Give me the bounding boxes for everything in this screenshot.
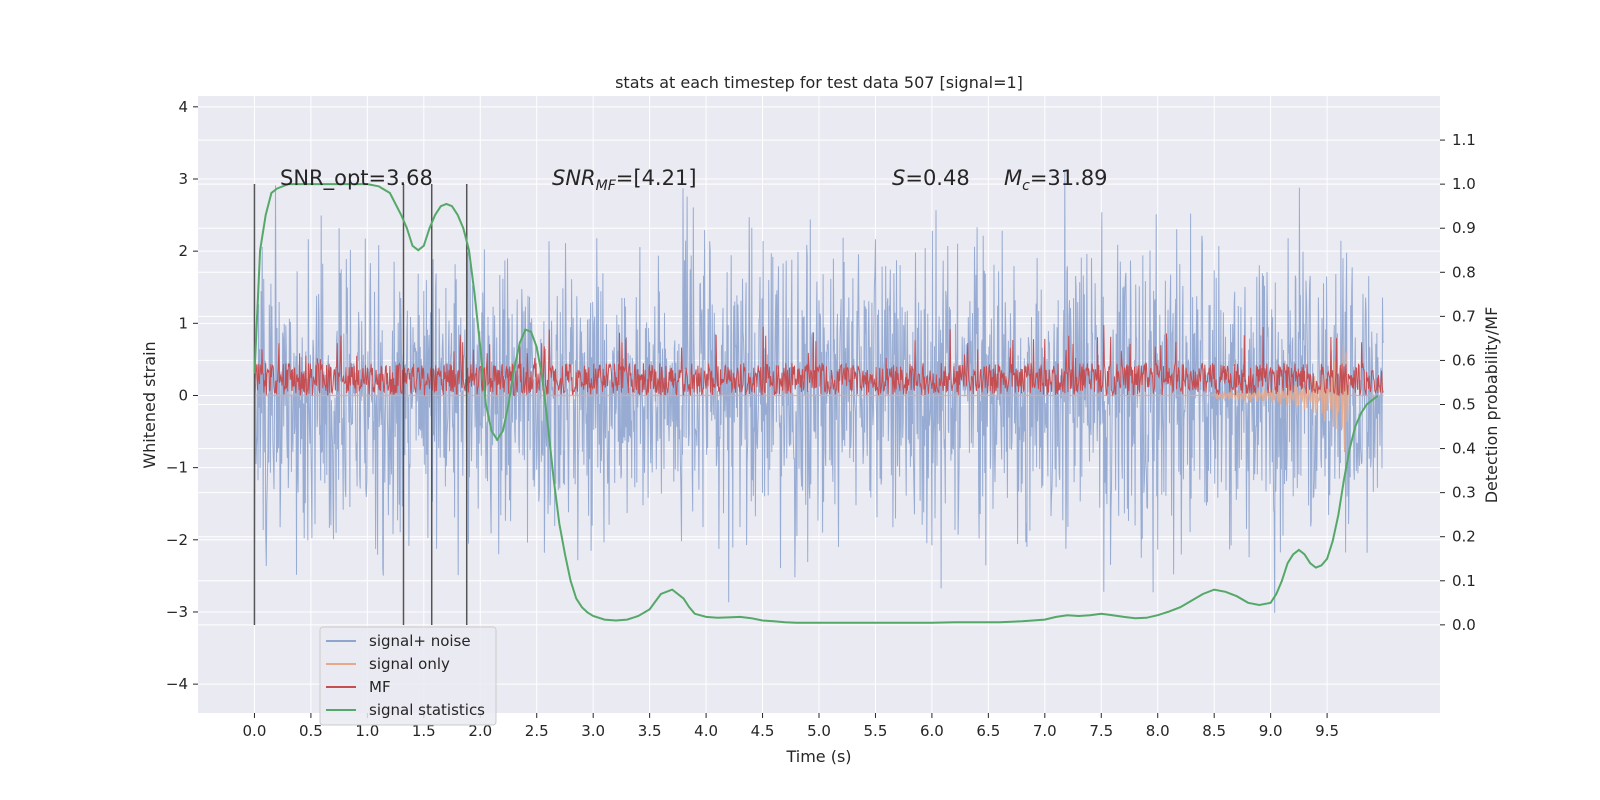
y-ticks-right: 1.1 1.0 0.9 0.8 0.7 0.6 0.5 0.4 0.3 0.2 0.1 0.0 <box>1440 131 1476 634</box>
tick-label-right: 0.2 <box>1452 528 1476 546</box>
s-label: S <box>892 166 905 190</box>
mf-line <box>254 325 1384 397</box>
tick-label-x: 2.0 <box>468 722 492 740</box>
tick-label-x: 9.0 <box>1259 722 1283 740</box>
s-value: =0.48 <box>905 166 969 190</box>
y-axis-label-left: Whitened strain <box>140 341 159 468</box>
vertical-markers <box>253 184 468 625</box>
mc-sub: c <box>1022 178 1030 194</box>
tick-label-right: 0.6 <box>1452 351 1476 369</box>
legend-label-signal-statistics: signal statistics <box>369 701 485 719</box>
tick-label-x: 3.5 <box>638 722 662 740</box>
series-signal-statistics <box>253 183 1379 624</box>
tick-label-x: 1.5 <box>412 722 436 740</box>
series-signal-only <box>254 344 1384 452</box>
tick-label-x: 1.0 <box>355 722 379 740</box>
legend-box <box>319 626 497 726</box>
tick-label-x: 5.5 <box>864 722 888 740</box>
tick-label-left: 4 <box>178 98 188 116</box>
legend-label-signal-noise: signal+ noise <box>369 632 471 650</box>
tick-label-x: 5.0 <box>807 722 831 740</box>
snr-mf-base: SNR <box>552 166 596 190</box>
signal-statistics-line <box>253 183 1379 624</box>
tick-label-left: 0 <box>178 386 188 404</box>
tick-label-right: 0.7 <box>1452 307 1476 325</box>
tick-label-x: 9.5 <box>1315 722 1339 740</box>
legend-label-mf: MF <box>369 678 391 696</box>
tick-label-x: 4.0 <box>694 722 718 740</box>
tick-label-x: 7.5 <box>1089 722 1113 740</box>
annotation-mc: Mc=31.89 <box>1004 166 1108 194</box>
snr-mf-value: =[4.21] <box>616 166 697 190</box>
tick-label-x: 0.0 <box>243 722 267 740</box>
annotation-snr-opt: SNR_opt=3.68 <box>280 166 433 191</box>
chart-title: stats at each timestep for test data 507… <box>615 73 1023 92</box>
annotation-snr-mf: SNRMF=[4.21] <box>552 166 697 194</box>
series-signal-noise <box>254 172 1384 613</box>
tick-label-right: 0.9 <box>1452 219 1476 237</box>
tick-label-left: −4 <box>166 675 188 693</box>
tick-label-left: −1 <box>166 459 188 477</box>
tick-label-left: 1 <box>178 314 188 332</box>
y-axis-label-right: Detection probability/MF <box>1482 307 1501 504</box>
tick-label-right: 0.4 <box>1452 440 1476 458</box>
tick-label-right: 0.0 <box>1452 616 1476 634</box>
tick-label-right: 0.5 <box>1452 396 1476 414</box>
tick-label-x: 8.5 <box>1202 722 1226 740</box>
tick-label-right: 1.0 <box>1452 175 1476 193</box>
tick-label-left: −3 <box>166 603 188 621</box>
tick-label-x: 4.5 <box>751 722 775 740</box>
tick-label-x: 6.0 <box>920 722 944 740</box>
tick-label-left: 3 <box>178 170 188 188</box>
signal-noise-line <box>254 172 1384 613</box>
x-axis-label: Time (s) <box>785 747 851 766</box>
tick-label-x: 8.0 <box>1146 722 1170 740</box>
series-mf <box>254 325 1384 397</box>
tick-label-right: 0.8 <box>1452 263 1476 281</box>
tick-label-right: 0.3 <box>1452 484 1476 502</box>
legend-label-signal-only: signal only <box>369 655 450 673</box>
tick-label-x: 0.5 <box>299 722 323 740</box>
tick-label-x: 2.5 <box>525 722 549 740</box>
legend: signal+ noise signal only MF signal stat… <box>319 626 497 726</box>
tick-label-right: 1.1 <box>1452 131 1476 149</box>
tick-label-left: −2 <box>166 531 188 549</box>
annotation-s: S=0.48 <box>892 166 970 190</box>
mc-base: M <box>1004 166 1022 190</box>
tick-label-x: 6.5 <box>976 722 1000 740</box>
signal-only-line <box>254 344 1384 452</box>
tick-label-left: 2 <box>178 242 188 260</box>
y-ticks-left: 4 3 2 1 0 −1 −2 −3 −4 <box>166 98 198 693</box>
mc-value: =31.89 <box>1030 166 1108 190</box>
tick-label-x: 3.0 <box>581 722 605 740</box>
x-ticks: 0.0 0.5 1.0 1.5 2.0 2.5 3.0 3.5 4.0 4.5 5.0 5.5 6.0 6… <box>243 713 1339 740</box>
snr-mf-sub: MF <box>596 178 617 194</box>
tick-label-x: 7.0 <box>1033 722 1057 740</box>
tick-label-right: 0.1 <box>1452 572 1476 590</box>
